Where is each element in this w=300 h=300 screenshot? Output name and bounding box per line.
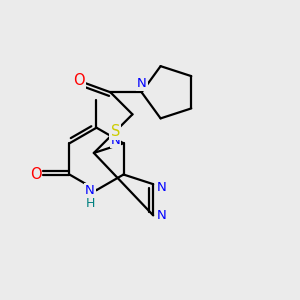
Text: N: N (111, 134, 120, 147)
Text: O: O (30, 167, 41, 182)
Text: S: S (110, 124, 120, 139)
Text: N: N (156, 181, 166, 194)
Text: N: N (157, 209, 167, 222)
Text: H: H (85, 197, 94, 210)
Text: N: N (85, 184, 95, 196)
Text: O: O (73, 73, 85, 88)
Text: N: N (137, 77, 146, 90)
